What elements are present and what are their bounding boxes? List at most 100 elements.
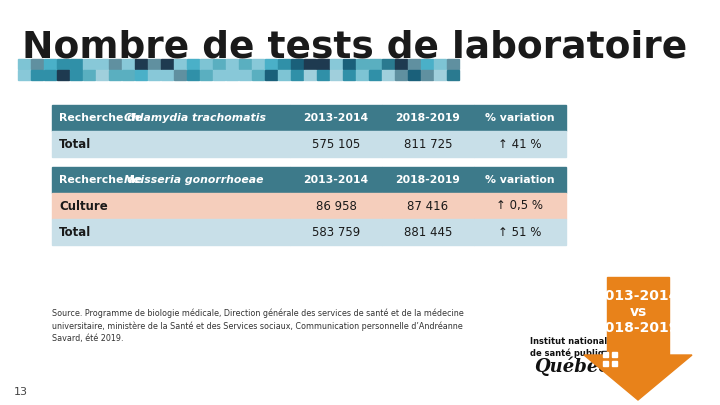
Bar <box>602 360 609 367</box>
Bar <box>304 70 316 80</box>
Bar <box>174 70 186 80</box>
Bar <box>278 59 290 69</box>
Bar <box>382 167 474 193</box>
Bar <box>31 59 43 69</box>
Bar <box>343 70 355 80</box>
Bar <box>161 70 173 80</box>
Text: 811 725: 811 725 <box>404 138 452 151</box>
Bar <box>187 70 199 80</box>
Text: Institut national
de santé publique: Institut national de santé publique <box>530 337 616 358</box>
Bar <box>18 59 30 69</box>
Bar <box>200 59 212 69</box>
Bar <box>434 70 446 80</box>
Bar <box>474 219 566 245</box>
Text: Neisseria gonorrhoeae: Neisseria gonorrhoeae <box>124 175 264 185</box>
Bar <box>122 59 134 69</box>
Bar <box>330 59 342 69</box>
Text: 2013-2014: 2013-2014 <box>303 113 369 123</box>
Bar <box>109 59 121 69</box>
Bar <box>611 360 618 367</box>
Bar <box>290 219 382 245</box>
Polygon shape <box>584 355 692 400</box>
Bar <box>226 59 238 69</box>
Bar <box>395 70 407 80</box>
Bar <box>122 70 134 80</box>
Bar <box>395 59 407 69</box>
Bar <box>265 59 277 69</box>
Bar <box>174 59 186 69</box>
Bar <box>474 193 566 219</box>
Bar <box>265 70 277 80</box>
Bar <box>343 59 355 69</box>
Bar <box>57 59 69 69</box>
Bar <box>382 59 394 69</box>
Bar <box>239 70 251 80</box>
Bar <box>200 70 212 80</box>
Text: 87 416: 87 416 <box>408 200 449 213</box>
Bar <box>109 70 121 80</box>
Text: Recherche de: Recherche de <box>59 175 146 185</box>
Bar <box>161 59 173 69</box>
Bar <box>148 59 160 69</box>
Bar <box>213 70 225 80</box>
Bar <box>421 70 433 80</box>
Text: Québec: Québec <box>534 357 609 377</box>
Bar <box>612 361 617 366</box>
Bar <box>44 59 56 69</box>
Bar <box>603 352 608 357</box>
Bar <box>447 59 459 69</box>
Bar <box>369 59 381 69</box>
Bar <box>382 105 474 131</box>
Bar <box>474 167 566 193</box>
Text: 583 759: 583 759 <box>312 226 360 239</box>
Bar <box>304 59 316 69</box>
Text: 86 958: 86 958 <box>315 200 356 213</box>
Polygon shape <box>607 277 669 355</box>
Bar <box>148 70 160 80</box>
Bar <box>52 131 290 157</box>
Bar <box>291 70 303 80</box>
Bar <box>135 70 147 80</box>
Text: 2018-2019: 2018-2019 <box>596 321 680 335</box>
Bar <box>291 59 303 69</box>
Bar <box>382 193 474 219</box>
Bar <box>83 70 95 80</box>
Bar <box>369 70 381 80</box>
Text: Total: Total <box>59 138 91 151</box>
Bar <box>421 59 433 69</box>
Text: % variation: % variation <box>485 113 555 123</box>
Bar <box>382 70 394 80</box>
Bar <box>408 59 420 69</box>
Bar <box>52 219 290 245</box>
Bar <box>290 193 382 219</box>
Bar <box>356 70 368 80</box>
Bar <box>52 105 290 131</box>
Bar <box>96 70 108 80</box>
Text: % variation: % variation <box>485 175 555 185</box>
Bar <box>213 59 225 69</box>
Bar <box>18 70 30 80</box>
Text: ↑ 41 %: ↑ 41 % <box>498 138 541 151</box>
Bar <box>434 59 446 69</box>
Text: 13: 13 <box>14 387 28 397</box>
Bar <box>57 70 69 80</box>
Bar <box>330 70 342 80</box>
Bar <box>187 59 199 69</box>
Bar <box>474 105 566 131</box>
Bar <box>447 70 459 80</box>
Bar <box>278 70 290 80</box>
Text: 575 105: 575 105 <box>312 138 360 151</box>
Bar <box>317 59 329 69</box>
Bar <box>290 167 382 193</box>
Text: ↑ 51 %: ↑ 51 % <box>498 226 541 239</box>
Bar <box>252 70 264 80</box>
Bar <box>226 70 238 80</box>
Bar <box>474 131 566 157</box>
Text: Culture: Culture <box>59 200 108 213</box>
Bar <box>96 59 108 69</box>
Bar <box>239 59 251 69</box>
Bar <box>602 351 609 358</box>
Bar <box>252 59 264 69</box>
Bar <box>290 131 382 157</box>
Bar <box>356 59 368 69</box>
